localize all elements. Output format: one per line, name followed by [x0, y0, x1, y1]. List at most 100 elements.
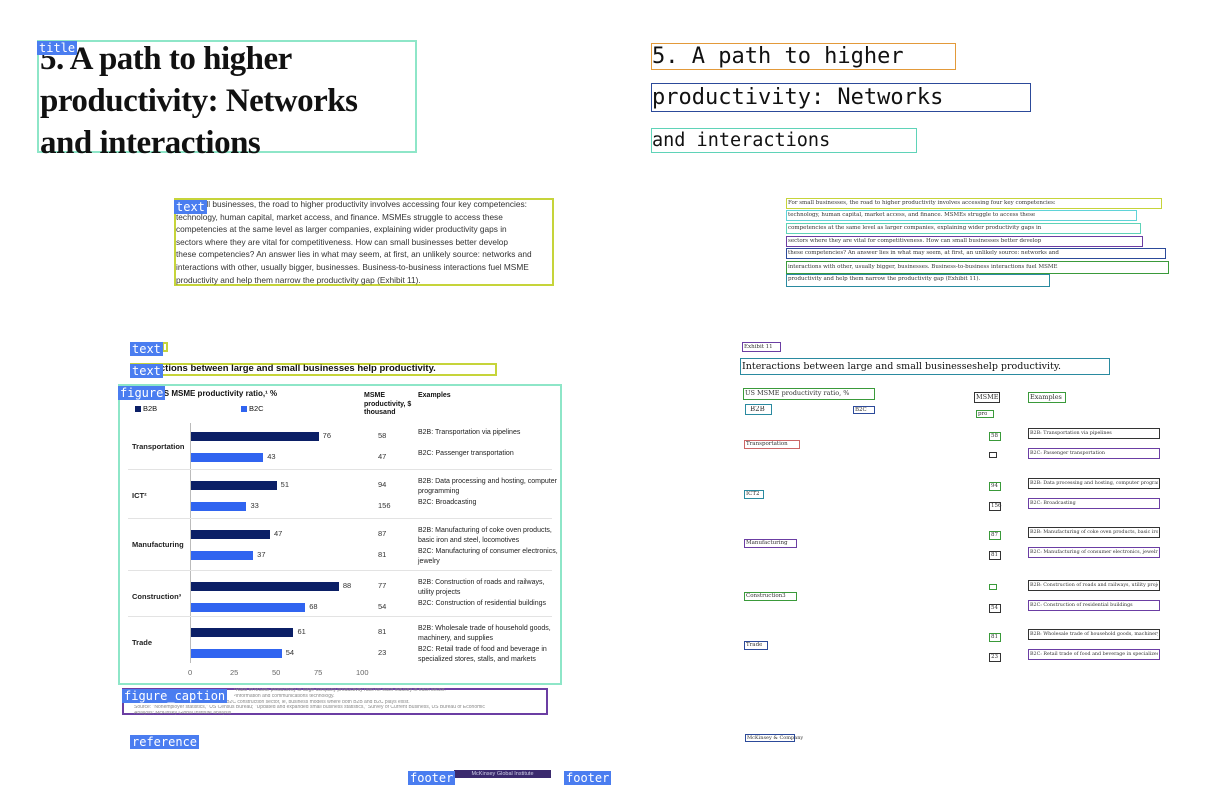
body-line: productivity and help them narrow the pr…	[176, 274, 421, 285]
ocr-category-box	[744, 641, 768, 650]
ocr-value-box	[989, 604, 1001, 613]
bar-b2b	[191, 530, 270, 539]
ocr-reference-box	[745, 734, 795, 742]
example-text: B2B: Transportation via pipelines	[418, 429, 521, 436]
ocr-example-box	[1028, 629, 1160, 640]
example-text: B2B: Manufacturing of coke oven products…	[418, 527, 552, 544]
body-line: sectors where they are vital for competi…	[176, 236, 509, 247]
ocr-body-box	[786, 236, 1143, 247]
ocr-legend-box	[745, 404, 772, 415]
ocr-body-box	[786, 210, 1137, 221]
ocr-category-label: Transportation	[746, 441, 788, 447]
bar-value-label: 68	[309, 602, 318, 611]
body-paragraph: For small businesses, the road to higher…	[176, 198, 554, 286]
example-text: B2C: Manufacturing of consumer electroni…	[418, 548, 558, 565]
ocr-example-text: B2B: Manufacturing of coke oven products…	[1030, 530, 1158, 535]
ocr-category-label: Construction3	[746, 593, 786, 599]
category-label: ICT²	[132, 491, 147, 500]
ocr-exhibit-label: Exhibit 11	[744, 344, 773, 350]
productivity-value: 77	[378, 581, 387, 590]
bar-b2b	[191, 432, 319, 441]
ocr-productivity-value: 81	[991, 634, 998, 640]
example-text: B2C: Passenger transportation	[418, 450, 514, 457]
ocr-col-pro: pro	[978, 411, 988, 417]
legend-b2b-label: B2B	[143, 404, 158, 413]
axis-tick-label: 25	[230, 668, 239, 677]
ocr-example-box	[1028, 580, 1160, 591]
ocr-category-box	[744, 592, 797, 601]
ocr-body-box	[786, 261, 1169, 274]
ocr-value-box	[989, 653, 1001, 662]
ocr-example-text: B2C: Passenger transportation	[1030, 451, 1105, 456]
ocr-col-box	[974, 392, 1000, 403]
ocr-example-text: B2C: Broadcasting	[1030, 501, 1076, 506]
ocr-productivity-value: 58	[991, 433, 998, 439]
ocr-value-box	[989, 452, 997, 458]
bar-b2b	[191, 481, 277, 490]
ocr-title-line: productivity: Networks	[652, 85, 944, 110]
figure-region	[118, 384, 562, 685]
bar-b2c	[191, 502, 247, 511]
example-text: B2C: Retail trade of food and beverage i…	[418, 646, 547, 663]
ocr-body-line: competencies at the same level as larger…	[788, 225, 1042, 231]
row-divider	[128, 518, 552, 519]
ocr-example-text: B2C: Manufacturing of consumer electroni…	[1030, 550, 1158, 555]
ocr-title-line: 5. A path to higher	[652, 44, 904, 69]
ocr-example-box	[1028, 547, 1160, 558]
reference-label: reference	[130, 735, 200, 749]
column-header-productivity: MSME productivity, $ thousand	[364, 392, 412, 416]
category-label: Transportation	[132, 442, 185, 451]
bar-b2c	[191, 603, 306, 612]
ocr-col-examples: Examples	[1030, 394, 1062, 401]
figure-caption: ¹Ratio of MSME productivity to large-com…	[134, 688, 554, 717]
figure-label: figure	[118, 386, 166, 400]
ocr-category-box	[744, 539, 797, 548]
ocr-example-text: B2B: Transportation via pipelines	[1030, 431, 1112, 436]
ocr-productivity-value: 94	[991, 483, 998, 489]
ocr-productivity-value: 54	[991, 605, 998, 611]
ocr-example-box	[1028, 527, 1160, 538]
bar-value-label: 47	[273, 529, 283, 538]
ocr-example-text: B2B: Wholesale trade of household goods,…	[1030, 632, 1158, 637]
example-text: B2B: Construction of roads and railways,…	[418, 579, 545, 596]
ocr-example-text: B2C: Construction of residential buildin…	[1030, 603, 1133, 608]
ocr-col-msme: MSME	[976, 394, 999, 401]
productivity-value: 156	[378, 501, 391, 510]
bar-value-label: 54	[285, 648, 295, 657]
productivity-value: 81	[378, 550, 387, 559]
ocr-example-box	[1028, 649, 1160, 660]
chart-axis-line	[190, 423, 191, 663]
ocr-productivity-value: 23	[991, 654, 998, 660]
ocr-legend-b2c: B2C	[855, 407, 867, 413]
axis-tick-label: 0	[188, 668, 193, 677]
body-line: technology, human capital, market access…	[176, 211, 503, 222]
productivity-value: 58	[378, 431, 387, 440]
ocr-legend-box	[853, 406, 875, 414]
legend-b2b-swatch	[135, 406, 141, 412]
bar-b2b	[191, 582, 339, 591]
ocr-productivity-value: 156	[991, 503, 1002, 509]
ocr-title-box	[651, 83, 1031, 112]
ocr-col-box	[1028, 392, 1066, 403]
ocr-body-box	[786, 274, 1050, 287]
ocr-example-box	[1028, 448, 1160, 459]
ocr-body-line: interactions with other, usually bigger,…	[788, 264, 1058, 270]
caption-line: ²Information and communications technolo…	[234, 693, 335, 699]
ocr-category-box	[744, 440, 801, 449]
productivity-value: 47	[378, 452, 387, 461]
text-label: text	[130, 364, 163, 378]
bar-b2c	[191, 649, 282, 658]
footer-label-right: footer	[564, 771, 612, 785]
body-line: interactions with other, usually bigger,…	[176, 261, 529, 272]
exhibit-label-region	[162, 342, 168, 352]
ocr-category-label: Trade	[746, 642, 763, 648]
page-title: 5. A path to higher productivity: Networ…	[40, 38, 420, 164]
ocr-reference: McKinsey & Company	[747, 735, 804, 741]
ocr-example-text: B2B: Construction of roads and railways,…	[1030, 583, 1158, 588]
ocr-heading: Interactions between large and small bus…	[742, 361, 1062, 372]
productivity-value: 94	[378, 480, 387, 489]
ocr-body-line: productivity and help them narrow the pr…	[788, 276, 981, 282]
row-divider	[128, 469, 552, 470]
legend-b2c-label: B2C	[249, 404, 264, 413]
